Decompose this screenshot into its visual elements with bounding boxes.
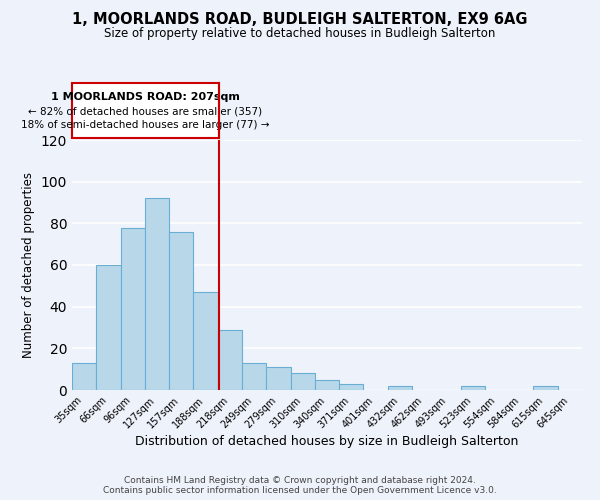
Text: Contains public sector information licensed under the Open Government Licence v3: Contains public sector information licen… (103, 486, 497, 495)
Bar (266, 367, 290, 390)
Bar (461, 386, 485, 390)
Text: 18% of semi-detached houses are larger (77) →: 18% of semi-detached houses are larger (… (21, 120, 270, 130)
Text: Size of property relative to detached houses in Budleigh Salterton: Size of property relative to detached ho… (104, 28, 496, 40)
Text: ← 82% of detached houses are smaller (357): ← 82% of detached houses are smaller (35… (28, 106, 263, 117)
Bar (145, 198, 169, 390)
Bar (242, 363, 266, 390)
Bar (315, 380, 339, 390)
Bar (96, 265, 121, 390)
Bar (121, 228, 145, 390)
Bar (388, 386, 412, 390)
Bar (72, 363, 96, 390)
Bar (218, 330, 242, 390)
Bar (290, 374, 315, 390)
Bar (193, 292, 218, 390)
Bar (169, 232, 193, 390)
X-axis label: Distribution of detached houses by size in Budleigh Salterton: Distribution of detached houses by size … (136, 436, 518, 448)
Bar (339, 384, 364, 390)
Text: Contains HM Land Registry data © Crown copyright and database right 2024.: Contains HM Land Registry data © Crown c… (124, 476, 476, 485)
Text: 1, MOORLANDS ROAD, BUDLEIGH SALTERTON, EX9 6AG: 1, MOORLANDS ROAD, BUDLEIGH SALTERTON, E… (72, 12, 528, 28)
Bar (533, 386, 558, 390)
Y-axis label: Number of detached properties: Number of detached properties (22, 172, 35, 358)
Text: 1 MOORLANDS ROAD: 207sqm: 1 MOORLANDS ROAD: 207sqm (51, 92, 240, 102)
